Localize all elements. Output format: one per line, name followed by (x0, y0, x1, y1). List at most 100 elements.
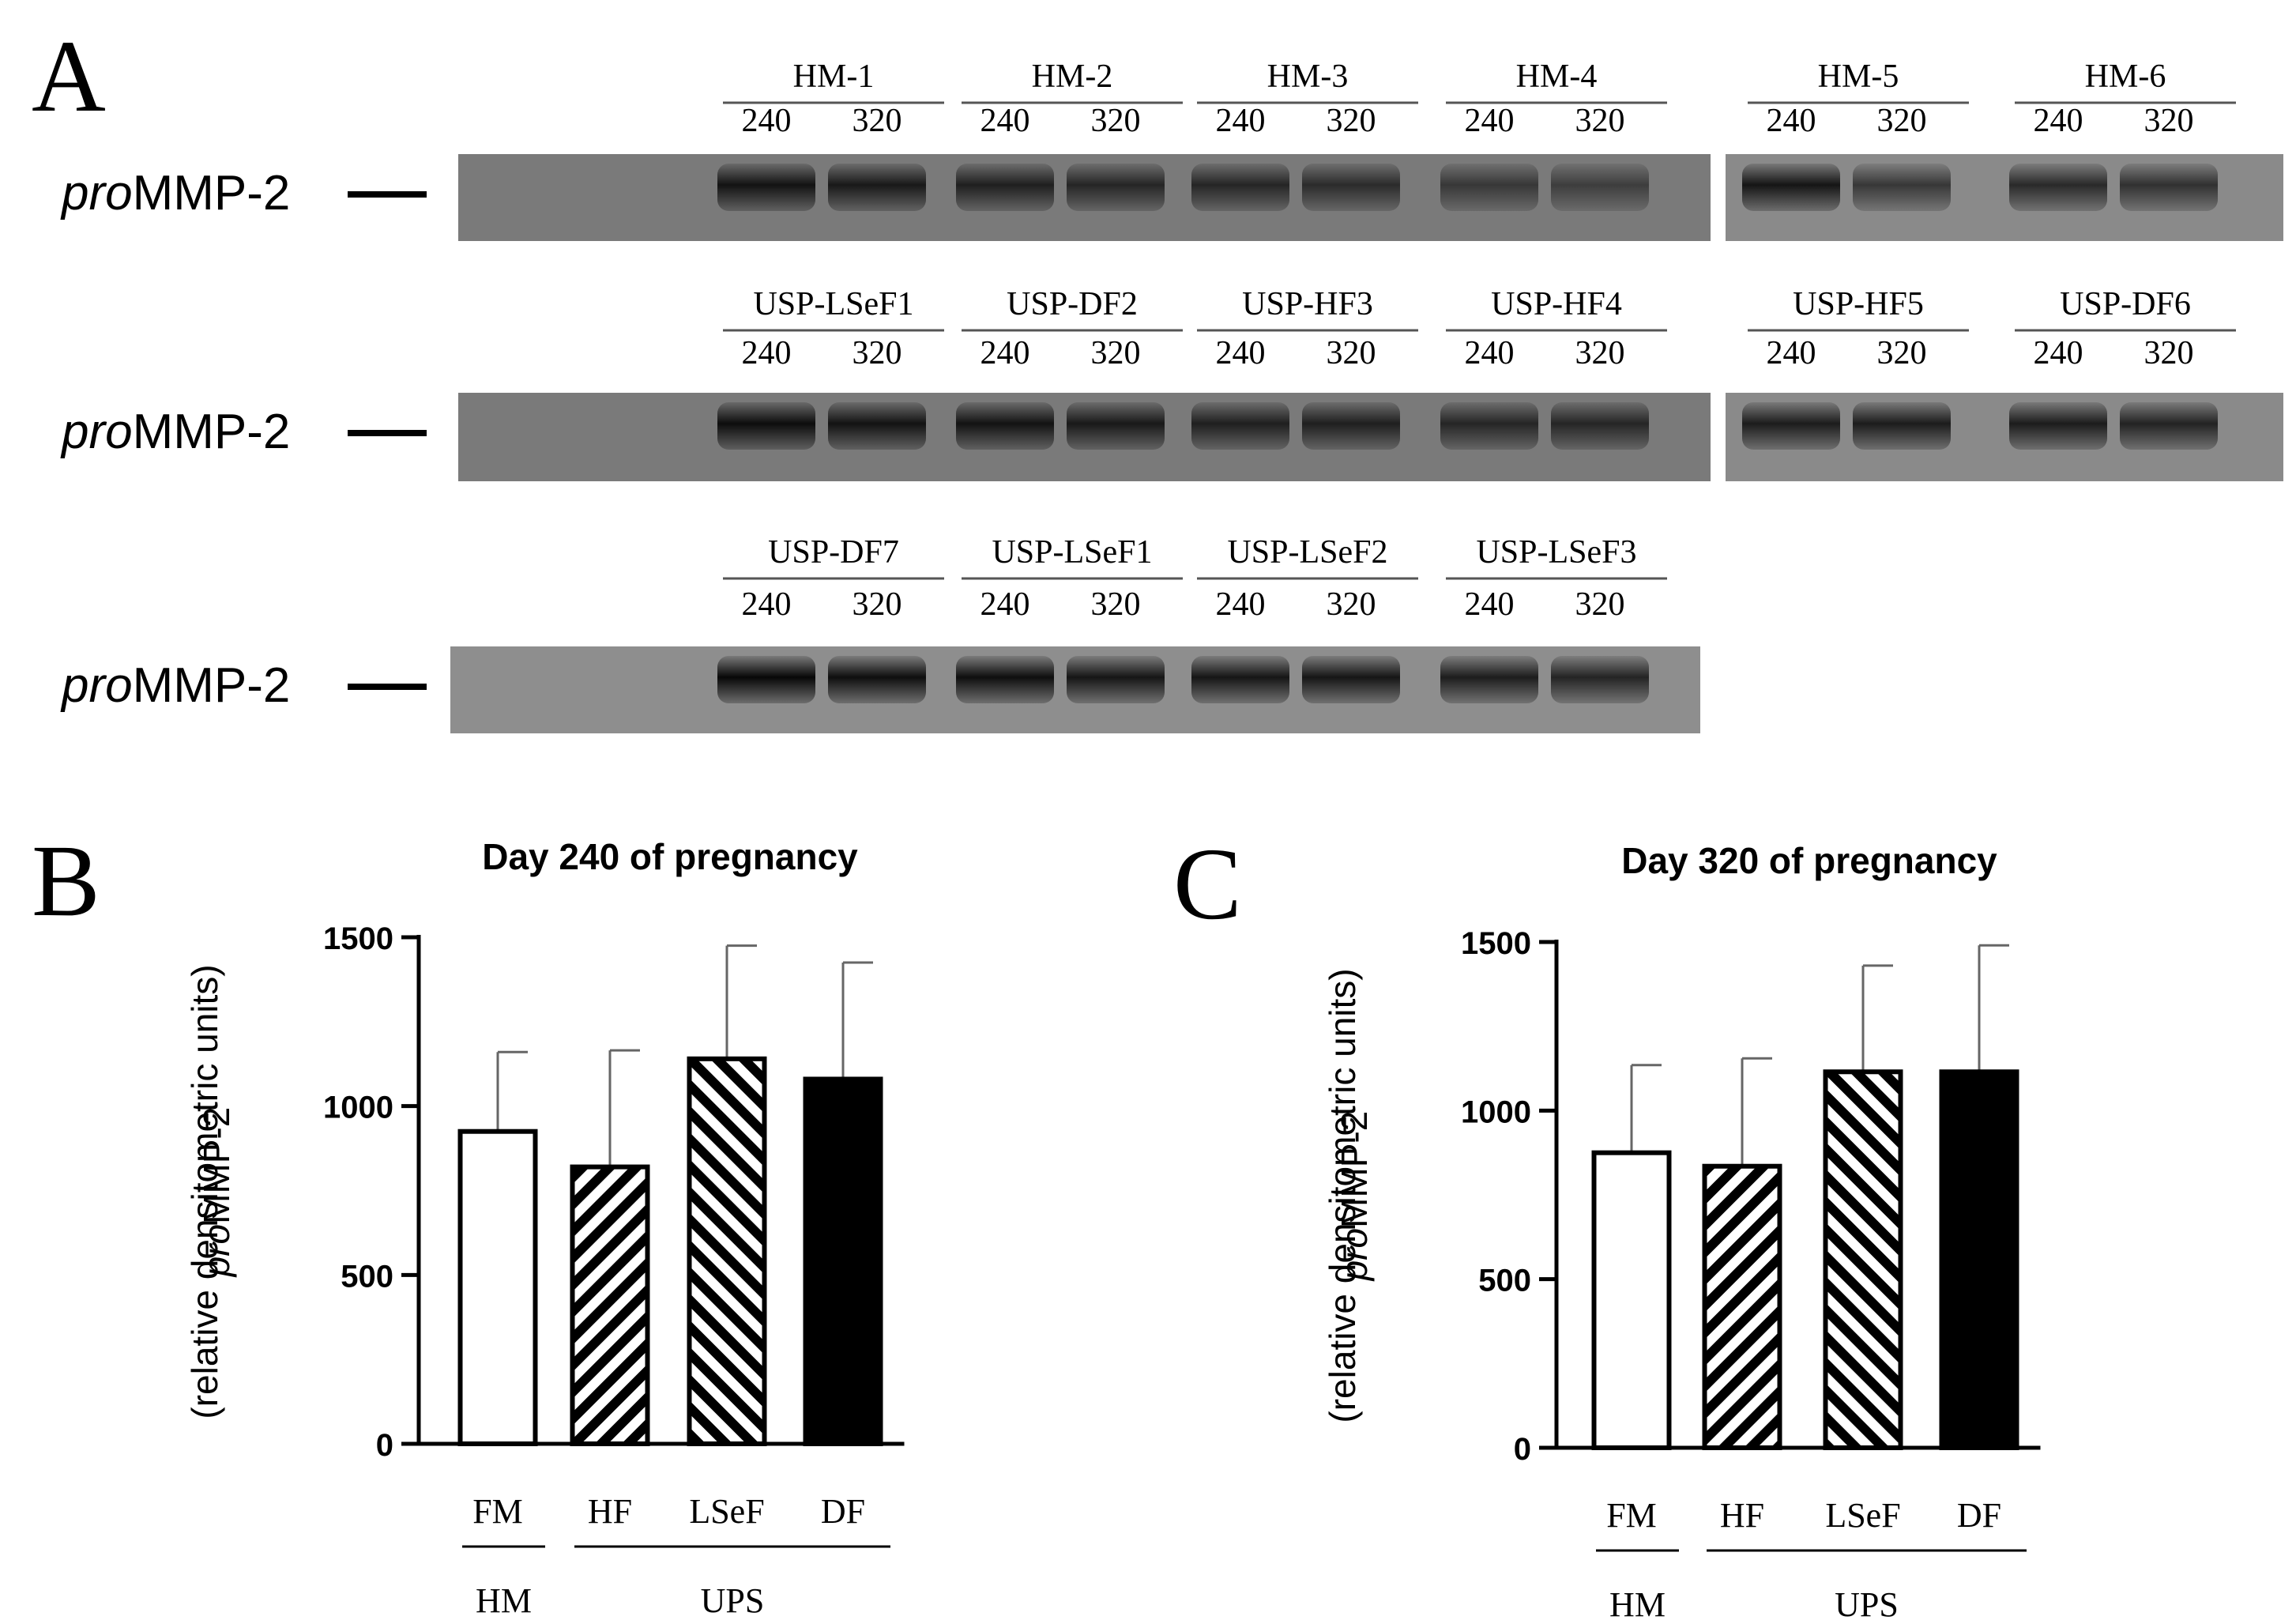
lane-day-label: 240 (2034, 335, 2083, 371)
chart-day-320: Day 320 of pregnancy proMMP-2 (relative … (1322, 840, 2041, 1624)
band-label-italic: pro (60, 166, 133, 220)
lane-day-label: 320 (1327, 586, 1376, 623)
y-tick-label: 1000 (1461, 1095, 1531, 1129)
protein-band (956, 402, 1054, 450)
lane-day-label: 320 (853, 586, 902, 623)
lane-day-label: 240 (1767, 335, 1816, 371)
y-tick-label: 500 (1478, 1264, 1531, 1298)
plot-area: 0 500 1000 1500 FM HF LSeF DF HM UPS (323, 921, 905, 1620)
lane-day-label: 240 (1767, 103, 1816, 139)
panel-label-c: C (1173, 827, 1242, 941)
protein-band (956, 164, 1054, 211)
protein-band (1191, 164, 1289, 211)
lane-day-label: 240 (1465, 586, 1515, 623)
protein-band (2009, 164, 2107, 211)
lane-group-label: USP-DF2 (1007, 286, 1138, 322)
lane-day-label: 320 (2144, 335, 2194, 371)
band-label: proMMP-2 (60, 658, 290, 713)
x-tick-label: LSeF (1825, 1496, 1900, 1535)
protein-band (1551, 164, 1649, 211)
band-marker (348, 191, 427, 198)
protein-band (1302, 164, 1400, 211)
protein-band (717, 402, 815, 450)
lane-day-label: 320 (1575, 586, 1625, 623)
band-label-rest: MMP-2 (133, 166, 291, 220)
band-label-italic: pro (60, 658, 133, 713)
protein-band (1742, 402, 1840, 450)
lane-day-label: 240 (981, 103, 1030, 139)
lane-day-label: 320 (1575, 103, 1625, 139)
protein-band (1440, 164, 1538, 211)
y-axis-label-line2: (relative densitometric units) (1322, 968, 1363, 1422)
x-tick-label: DF (1957, 1496, 2001, 1535)
y-axis-label-line1: proMMP-2 (1334, 1111, 1375, 1283)
group-label: HM (476, 1581, 532, 1620)
lane-day-label: 240 (742, 335, 792, 371)
protein-band (1853, 164, 1951, 211)
panel-label-a: A (32, 20, 106, 134)
x-tick-label: DF (821, 1492, 865, 1531)
lane-day-label: 240 (742, 586, 792, 623)
protein-band (828, 402, 926, 450)
band-marker (348, 684, 427, 690)
y-tick-label: 0 (376, 1428, 393, 1463)
protein-band (1191, 656, 1289, 703)
protein-band (2009, 402, 2107, 450)
panel-label-b: B (32, 824, 100, 938)
bar-lsef (687, 1056, 767, 1446)
lane-day-label: 240 (1216, 586, 1266, 623)
band-label: proMMP-2 (60, 405, 290, 459)
lane-day-label: 320 (1327, 335, 1376, 371)
lane-day-label: 240 (1216, 103, 1266, 139)
gel-row-2: proMMP-2 USP-LSeF1 240 320 USP-DF2 240 320 USP-… (60, 286, 2283, 481)
lane-group-label: HM-5 (1818, 58, 1899, 95)
lane-day-label: 240 (981, 586, 1030, 623)
band-label-rest: MMP-2 (133, 405, 291, 459)
lane-group-label: USP-DF7 (768, 534, 899, 571)
lane-day-label: 320 (1575, 335, 1625, 371)
band-label: proMMP-2 (60, 166, 290, 220)
lane-group-label: USP-HF3 (1242, 286, 1373, 322)
lane-day-label: 320 (2144, 103, 2194, 139)
y-tick-label: 1500 (323, 921, 393, 956)
y-tick-label: 500 (341, 1259, 393, 1294)
lane-day-label: 320 (853, 335, 902, 371)
y-axis-label: proMMP-2 (relative densitometric units) (1322, 968, 1375, 1422)
lane-day-label: 240 (1216, 335, 1266, 371)
lane-group-label: USP-LSeF1 (992, 534, 1152, 571)
chart-day-240: Day 240 of pregnancy proMMP-2 (relative … (184, 836, 905, 1620)
gel-row-3: proMMP-2 USP-DF7 240 320 USP-LSeF1 240 320 USP-… (60, 534, 1700, 733)
protein-band (717, 656, 815, 703)
lane-day-label: 320 (1327, 103, 1376, 139)
y-tick-label: 1500 (1461, 926, 1531, 961)
protein-band (1742, 164, 1840, 211)
x-tick-label: HF (1720, 1496, 1764, 1535)
y-tick-label: 1000 (323, 1091, 393, 1125)
lane-group-label: HM-3 (1267, 58, 1349, 95)
lane-day-label: 240 (1465, 335, 1515, 371)
x-tick-label: LSeF (689, 1492, 764, 1531)
lane-day-label: 320 (1091, 103, 1141, 139)
lane-group-label: USP-LSeF1 (753, 286, 913, 322)
bar-fm (1591, 1150, 1672, 1450)
x-tick-label: FM (472, 1492, 523, 1531)
lane-group-label: HM-2 (1032, 58, 1113, 95)
lane-day-label: 320 (1091, 586, 1141, 623)
chart-title: Day 320 of pregnancy (1621, 840, 1997, 881)
y-axis-label-line2: (relative densitometric units) (184, 964, 225, 1419)
protein-band (2120, 164, 2218, 211)
bar-df (803, 1076, 883, 1446)
protein-band (1191, 402, 1289, 450)
protein-band (717, 164, 815, 211)
lane-group-label: HM-1 (793, 58, 875, 95)
lane-day-label: 320 (1091, 335, 1141, 371)
bar-fm (457, 1129, 538, 1446)
lane-day-label: 320 (1877, 335, 1927, 371)
lane-day-label: 240 (1465, 103, 1515, 139)
protein-band (1440, 656, 1538, 703)
lane-day-label: 240 (981, 335, 1030, 371)
group-label: HM (1609, 1585, 1666, 1624)
protein-band (956, 656, 1054, 703)
